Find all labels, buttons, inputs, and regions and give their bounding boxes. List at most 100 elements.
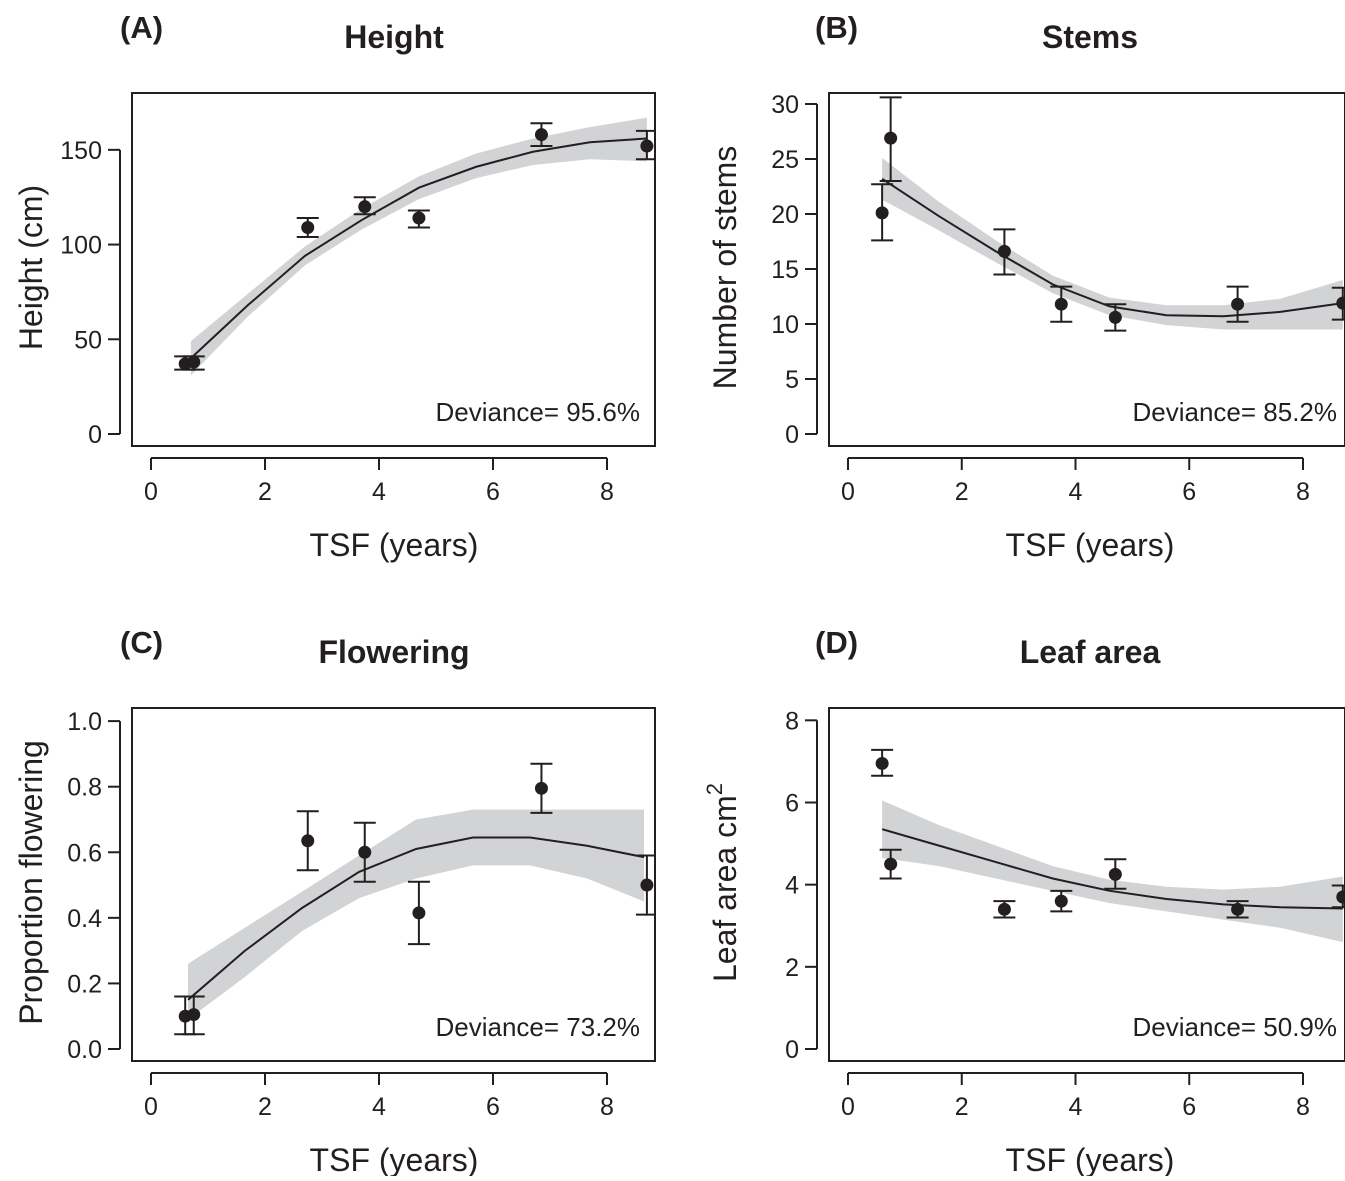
plot-frame (828, 707, 1345, 1062)
panel-a: 0 2 4 6 8 TSF (years) 0 50 100 150 Height (cm) (A) H… (13, 10, 656, 563)
x-tick-label: 0 (144, 1093, 158, 1121)
y-axis-label: Leaf area cm2 (702, 783, 743, 982)
y-axis-label-text: Leaf area cm (707, 795, 743, 982)
x-tick-label: 8 (600, 478, 614, 506)
y-axis-label: Height (cm) (13, 185, 49, 350)
x-axis-label: TSF (years) (1006, 527, 1175, 563)
y-axis: 0.0 0.2 0.4 0.6 0.8 1.0 Proportion flowering (13, 708, 121, 1064)
y-tick-label: 100 (60, 232, 102, 260)
plot-frame (828, 92, 1345, 447)
data-point (640, 878, 654, 892)
data-point (412, 211, 426, 225)
data-point (640, 139, 654, 153)
data-point (1054, 297, 1068, 311)
x-axis: 0 2 4 6 8 TSF (years) (144, 457, 614, 563)
x-tick-label: 0 (144, 478, 158, 506)
confidence-band (188, 809, 645, 1020)
data-point (534, 128, 548, 142)
fitted-line (881, 828, 1343, 910)
fitted-line (881, 177, 1343, 318)
deviance-annotation: Deviance= 95.6% (435, 397, 640, 427)
x-axis-label: TSF (years) (1006, 1142, 1175, 1176)
x-axis: 0 2 4 6 8 TSF (years) (144, 1072, 614, 1178)
x-tick-label: 0 (841, 478, 855, 506)
panel-letter: (B) (815, 10, 858, 45)
y-axis-label-superscript: 2 (702, 783, 727, 795)
data-point (875, 206, 889, 220)
data-point (1231, 902, 1245, 916)
data-point (1108, 310, 1122, 324)
data-point (358, 200, 372, 214)
y-tick-label: 25 (771, 146, 799, 174)
x-tick-label: 8 (1296, 1093, 1310, 1121)
plot-area (871, 748, 1345, 943)
x-axis: 0 2 4 6 8 TSF (years) (841, 457, 1310, 563)
fitted-line (187, 836, 645, 1001)
y-axis: 0 5 10 15 20 25 30 Number of stems (707, 91, 818, 449)
x-tick-label: 2 (955, 478, 969, 506)
x-tick-label: 6 (1182, 1093, 1196, 1121)
confidence-band (190, 117, 647, 376)
panel-c: 0 2 4 6 8 TSF (years) 0.0 0.2 0.4 0.6 0.8 1.0 Propor… (13, 625, 656, 1178)
panel-title: Stems (1042, 19, 1138, 55)
y-tick-label: 5 (785, 366, 799, 394)
y-tick-label: 0.2 (67, 970, 102, 998)
y-axis-label-text: Proportion flowering (13, 740, 49, 1025)
plot-frame (131, 707, 656, 1062)
y-tick-label: 10 (771, 311, 799, 339)
deviance-annotation: Deviance= 85.2% (1132, 397, 1337, 427)
panel-title: Height (344, 19, 444, 55)
x-tick-label: 4 (1069, 1093, 1083, 1121)
x-tick-label: 2 (955, 1093, 969, 1121)
data-point (301, 834, 315, 848)
data-point (997, 902, 1011, 916)
y-tick-label: 0.6 (67, 839, 102, 867)
deviance-annotation: Deviance= 73.2% (435, 1012, 640, 1042)
plot-area (174, 117, 655, 376)
y-tick-label: 1.0 (67, 708, 102, 736)
plot-frame (131, 92, 656, 447)
data-point (534, 781, 548, 795)
data-point (1231, 297, 1245, 311)
y-tick-label: 0 (785, 1036, 799, 1064)
y-tick-label: 15 (771, 256, 799, 284)
y-axis-label: Proportion flowering (13, 740, 49, 1025)
x-axis: 0 2 4 6 8 TSF (years) (841, 1072, 1310, 1178)
x-tick-label: 0 (841, 1093, 855, 1121)
x-tick-label: 2 (258, 478, 272, 506)
x-tick-label: 6 (486, 478, 500, 506)
x-tick-label: 8 (600, 1093, 614, 1121)
y-tick-label: 0.8 (67, 774, 102, 802)
fitted-line (190, 137, 647, 359)
y-axis-label: Number of stems (707, 146, 743, 390)
data-point (358, 845, 372, 859)
data-point (301, 221, 315, 235)
x-tick-label: 6 (486, 1093, 500, 1121)
data-point (412, 906, 426, 920)
y-tick-label: 4 (785, 872, 799, 900)
data-point (875, 756, 889, 770)
y-tick-label: 0.0 (67, 1036, 102, 1064)
deviance-annotation: Deviance= 50.9% (1132, 1012, 1337, 1042)
data-point (1054, 894, 1068, 908)
x-tick-label: 8 (1296, 478, 1310, 506)
panel-title: Flowering (318, 634, 469, 670)
data-point (1336, 296, 1345, 310)
panel-letter: (D) (815, 625, 858, 660)
data-point (997, 244, 1011, 258)
y-tick-label: 0.4 (67, 905, 102, 933)
y-tick-label: 6 (785, 789, 799, 817)
plot-area (871, 96, 1345, 332)
panel-b: 0 2 4 6 8 TSF (years) 0 5 10 15 20 25 30 Number of st… (707, 10, 1345, 563)
x-tick-label: 4 (372, 1093, 386, 1121)
panel-letter: (A) (120, 10, 163, 45)
panel-title: Leaf area (1020, 634, 1161, 670)
confidence-band (882, 800, 1343, 943)
y-tick-label: 150 (60, 137, 102, 165)
data-point (187, 355, 201, 369)
y-tick-label: 2 (785, 954, 799, 982)
